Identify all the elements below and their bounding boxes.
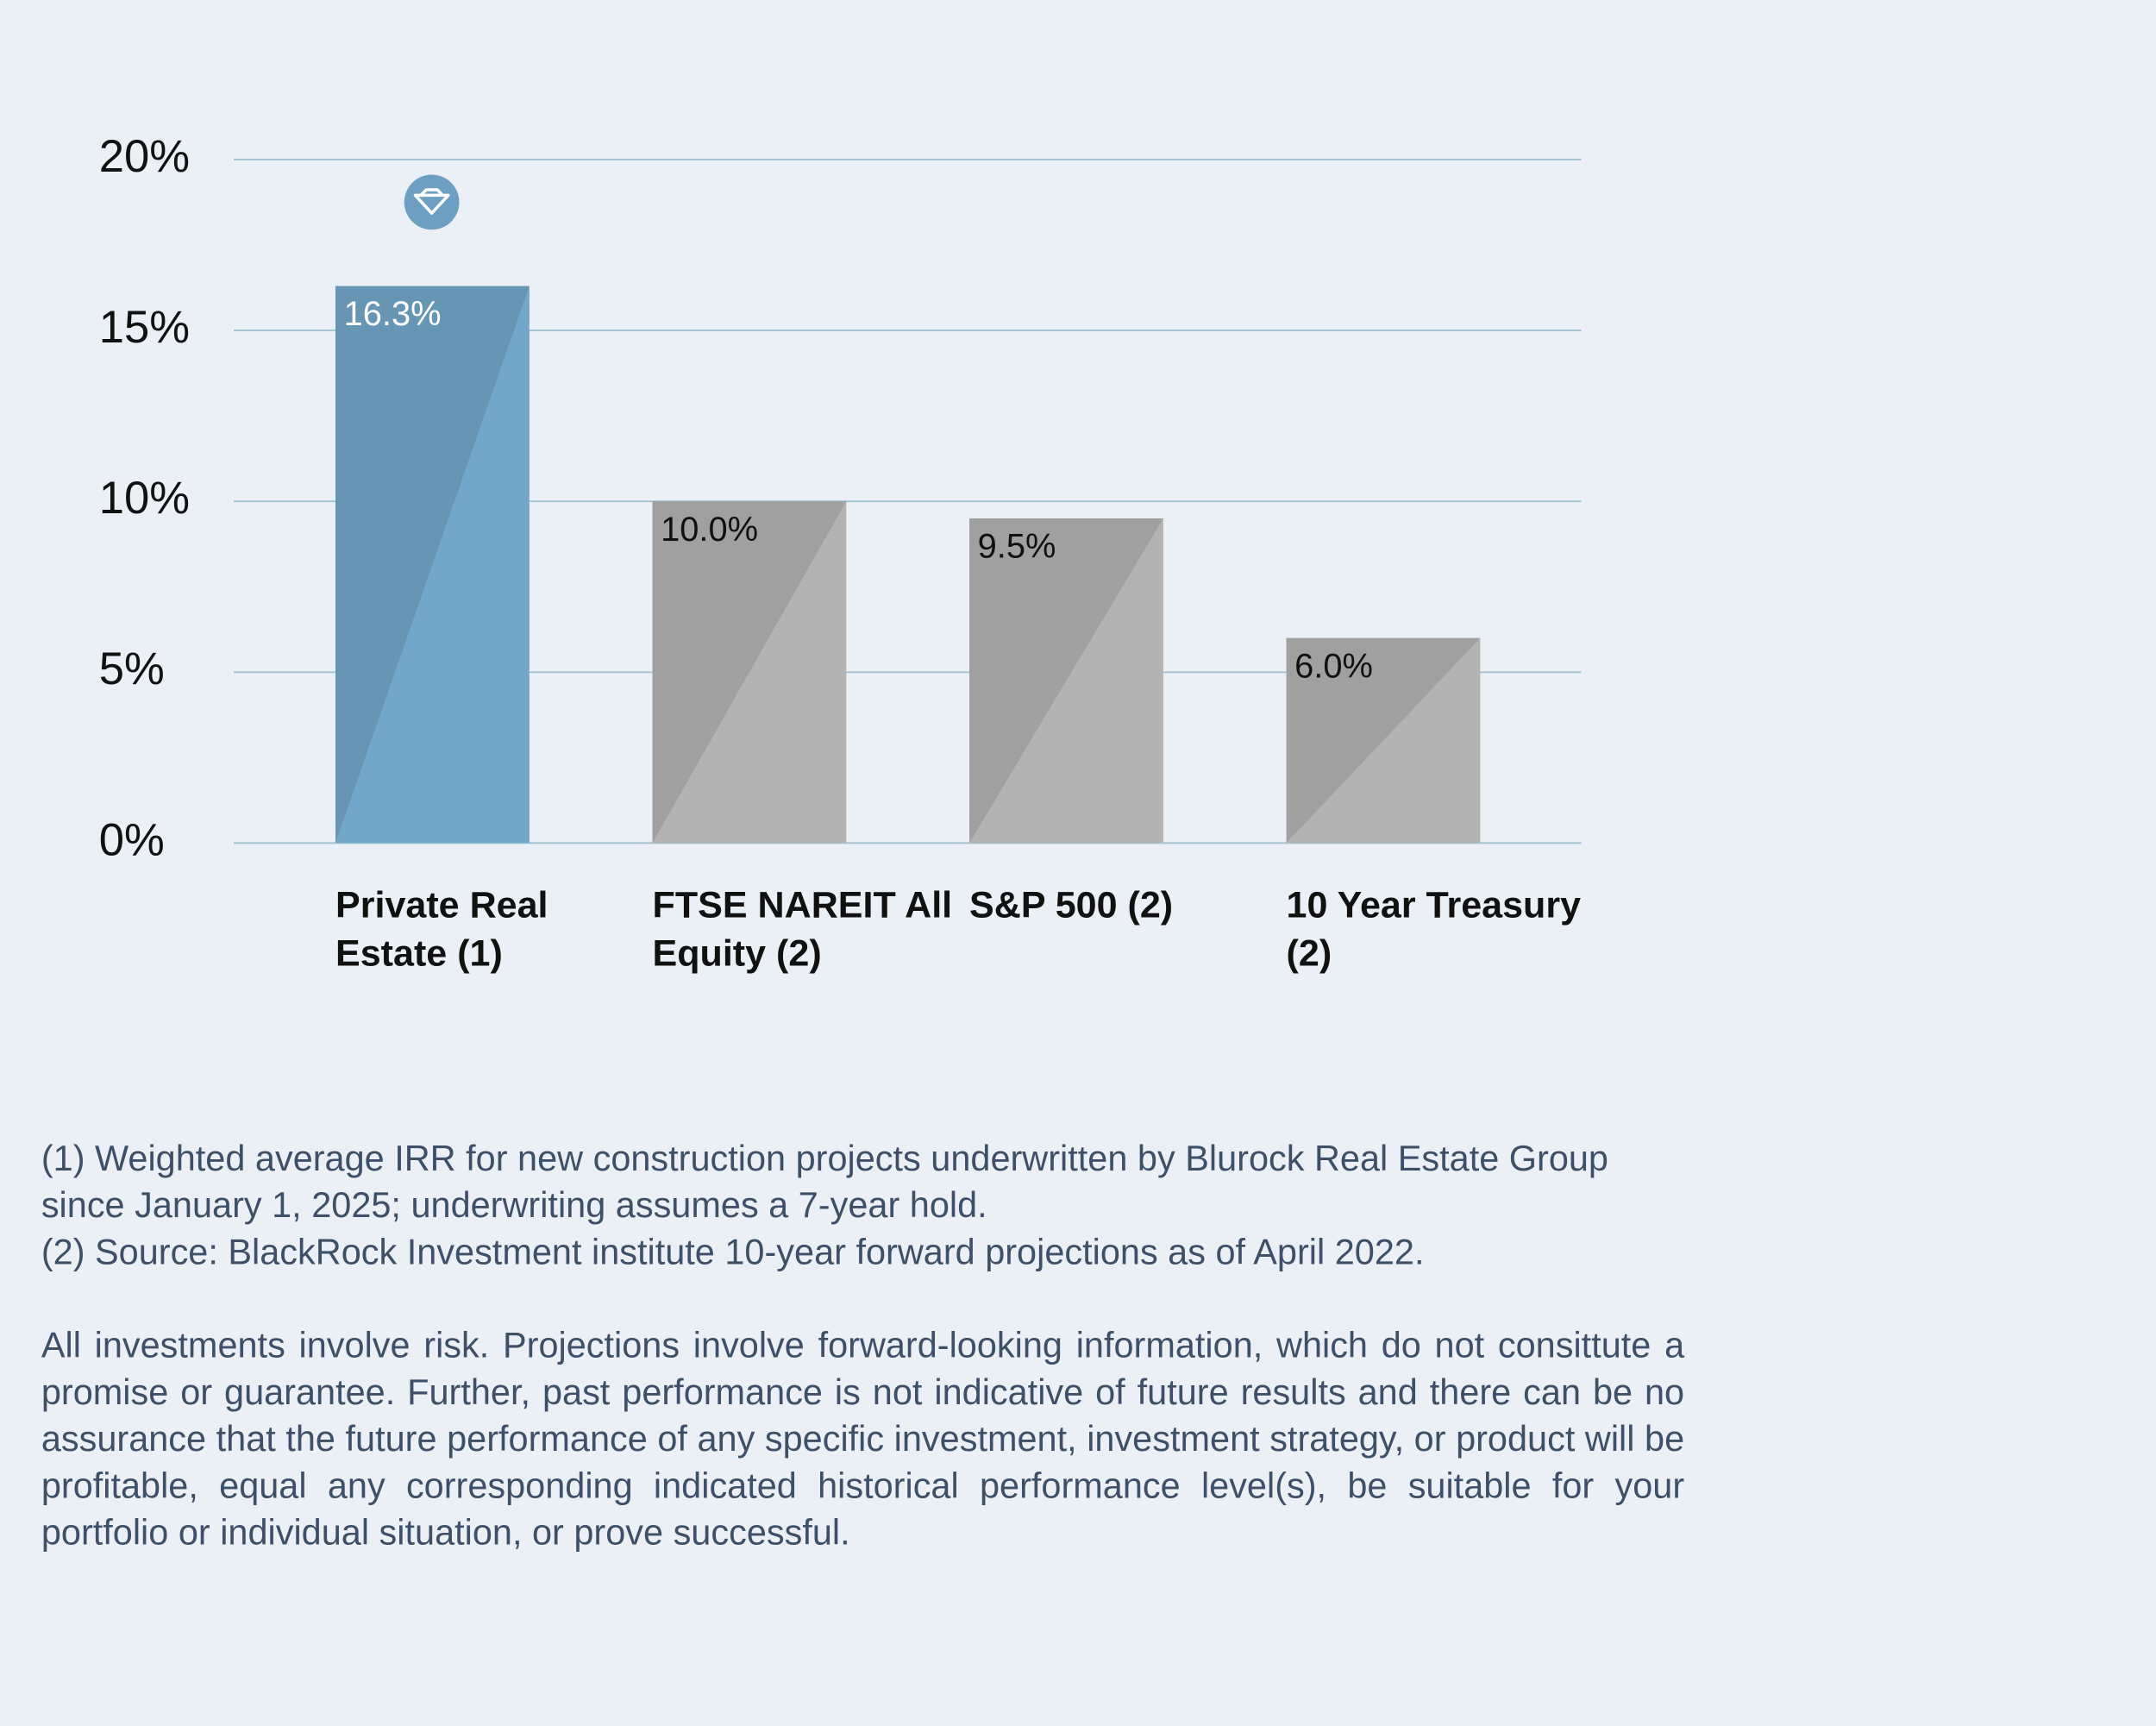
notes: (1) Weighted average IRR for new constru… — [41, 1137, 1685, 1553]
x-tick-label-box: 10 Year Treasury (2) — [1286, 884, 1582, 974]
y-tick-label: 5% — [99, 643, 165, 694]
x-tick-label: S&P 500 (2) — [969, 884, 1174, 926]
bar — [652, 501, 847, 844]
x-tick-label: Private Real Estate (1) — [335, 884, 548, 974]
y-tick-label: 10% — [99, 473, 190, 524]
bar — [335, 286, 530, 844]
y-tick-label: 0% — [99, 814, 165, 865]
y-tick-label: 20% — [99, 131, 190, 182]
bar — [969, 518, 1163, 844]
footnote: (1) Weighted average IRR for new constru… — [41, 1137, 1609, 1226]
disclaimer: All investments involve risk. Projection… — [41, 1324, 1685, 1553]
value-label: 16.3% — [344, 295, 442, 333]
value-label: 10.0% — [661, 511, 758, 549]
value-label: 6.0% — [1294, 647, 1373, 685]
bar-shade — [652, 501, 847, 844]
x-tick-label: 10 Year Treasury (2) — [1286, 884, 1582, 974]
x-tick-label-box: FTSE NAREIT All Equity (2) — [652, 884, 953, 974]
x-tick-label: FTSE NAREIT All Equity (2) — [652, 884, 953, 974]
y-tick-label: 15% — [99, 302, 190, 353]
value-label: 9.5% — [978, 528, 1056, 566]
highlight-icon — [404, 174, 460, 230]
x-tick-label-box: Private Real Estate (1) — [335, 884, 548, 974]
footnote: (2) Source: BlackRock Investment institu… — [41, 1230, 1425, 1272]
x-tick-label-box: S&P 500 (2) — [969, 884, 1174, 926]
bar-shade — [1286, 637, 1481, 844]
bar — [1286, 637, 1481, 844]
